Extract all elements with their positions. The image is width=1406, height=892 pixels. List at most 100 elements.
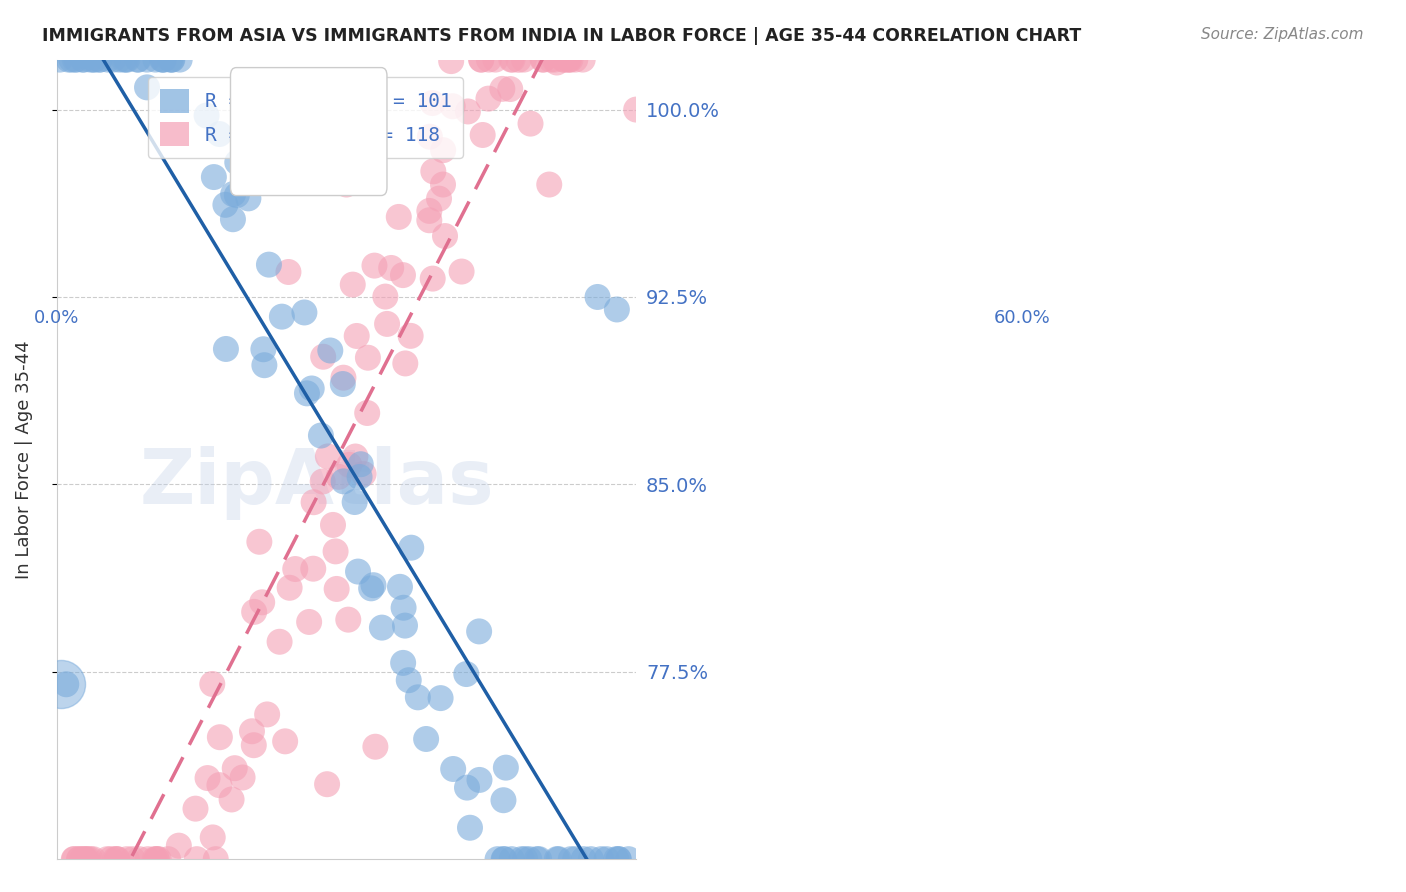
Immigrants from Asia	[159, 53, 181, 67]
Immigrants from India	[508, 53, 530, 67]
Immigrants from Asia	[115, 53, 138, 67]
Immigrants from India	[538, 178, 561, 192]
Immigrants from India	[197, 771, 219, 785]
Immigrants from India	[269, 634, 291, 648]
Immigrants from India	[346, 329, 368, 343]
Immigrants from India	[392, 268, 415, 282]
Immigrants from Asia	[350, 457, 373, 471]
Immigrants from India	[243, 605, 266, 619]
Immigrants from Asia	[202, 169, 225, 184]
Immigrants from India	[157, 852, 180, 866]
Immigrants from Asia	[515, 852, 537, 866]
Immigrants from India	[145, 852, 167, 866]
Immigrants from Asia	[257, 258, 280, 272]
Immigrants from India	[232, 771, 254, 785]
Immigrants from Asia	[295, 386, 318, 401]
Immigrants from Asia	[547, 852, 569, 866]
Immigrants from India	[201, 830, 224, 845]
Immigrants from Asia	[495, 761, 517, 775]
Immigrants from Asia	[233, 169, 256, 183]
Immigrants from India	[531, 53, 554, 67]
Immigrants from Asia	[79, 53, 101, 67]
Immigrants from India	[325, 544, 347, 558]
Immigrants from India	[316, 777, 339, 791]
Text: 0.0%: 0.0%	[34, 309, 79, 327]
Immigrants from Asia	[546, 852, 568, 866]
Immigrants from India	[143, 852, 166, 866]
Immigrants from Asia	[347, 565, 370, 579]
Immigrants from India	[82, 852, 104, 866]
Immigrants from India	[302, 562, 325, 576]
Immigrants from India	[75, 852, 97, 866]
Immigrants from Asia	[406, 690, 429, 705]
Immigrants from India	[374, 289, 396, 303]
Immigrants from Asia	[527, 852, 550, 866]
Immigrants from Asia	[510, 852, 533, 866]
Immigrants from India	[422, 164, 444, 178]
Immigrants from India	[62, 852, 84, 866]
Immigrants from Asia	[458, 821, 481, 835]
Immigrants from India	[533, 53, 555, 67]
Immigrants from Asia	[398, 673, 420, 688]
Immigrants from India	[96, 852, 118, 866]
Immigrants from Asia	[456, 667, 478, 681]
Immigrants from India	[136, 852, 159, 866]
FancyBboxPatch shape	[231, 68, 387, 195]
Immigrants from Asia	[606, 302, 628, 317]
Immigrants from India	[450, 264, 472, 278]
Immigrants from Asia	[371, 621, 394, 635]
Immigrants from Asia	[82, 53, 104, 67]
Immigrants from Asia	[127, 53, 149, 67]
Immigrants from Asia	[65, 53, 87, 67]
Immigrants from Asia	[301, 382, 323, 396]
Immigrants from India	[121, 852, 143, 866]
Immigrants from Asia	[591, 852, 613, 866]
Immigrants from India	[363, 259, 385, 273]
Immigrants from India	[557, 53, 579, 67]
Immigrants from Asia	[162, 53, 184, 67]
Immigrants from Asia	[108, 53, 131, 67]
Immigrants from India	[519, 117, 541, 131]
Immigrants from Asia	[517, 852, 540, 866]
Immigrants from Asia	[55, 677, 77, 691]
Immigrants from India	[104, 852, 127, 866]
Immigrants from Asia	[136, 80, 159, 95]
Immigrants from Asia	[222, 187, 245, 202]
Immigrants from Asia	[332, 377, 354, 392]
Immigrants from Asia	[225, 188, 247, 202]
Immigrants from India	[69, 852, 91, 866]
Text: IMMIGRANTS FROM ASIA VS IMMIGRANTS FROM INDIA IN LABOR FORCE | AGE 35-44 CORRELA: IMMIGRANTS FROM ASIA VS IMMIGRANTS FROM …	[42, 27, 1081, 45]
Immigrants from Asia	[58, 53, 80, 67]
Immigrants from Asia	[169, 53, 191, 67]
Immigrants from India	[440, 54, 463, 69]
Immigrants from Asia	[363, 578, 385, 592]
Immigrants from India	[201, 677, 224, 691]
Immigrants from Asia	[112, 53, 135, 67]
Immigrants from Asia	[150, 53, 173, 67]
Immigrants from India	[79, 852, 101, 866]
Immigrants from Asia	[97, 53, 120, 67]
Immigrants from Asia	[456, 780, 478, 795]
Immigrants from India	[73, 852, 96, 866]
Immigrants from Asia	[605, 852, 627, 866]
Text: ZipAtlas: ZipAtlas	[141, 446, 495, 520]
Immigrants from Asia	[486, 852, 509, 866]
Immigrants from India	[325, 582, 347, 596]
Y-axis label: In Labor Force | Age 35-44: In Labor Force | Age 35-44	[15, 340, 32, 579]
Immigrants from India	[250, 595, 273, 609]
Immigrants from Asia	[152, 53, 174, 67]
Immigrants from India	[63, 852, 86, 866]
Immigrants from Asia	[214, 198, 236, 212]
Immigrants from India	[418, 213, 440, 227]
Immigrants from Asia	[586, 290, 609, 304]
Immigrants from India	[499, 82, 522, 96]
Immigrants from Asia	[233, 168, 256, 182]
Immigrants from India	[100, 852, 122, 866]
Immigrants from Asia	[145, 53, 167, 67]
Immigrants from India	[256, 707, 278, 722]
Immigrants from India	[558, 53, 581, 67]
Immigrants from India	[470, 53, 492, 67]
Immigrants from Asia	[83, 53, 105, 67]
Immigrants from India	[388, 210, 411, 224]
Immigrants from Asia	[526, 852, 548, 866]
